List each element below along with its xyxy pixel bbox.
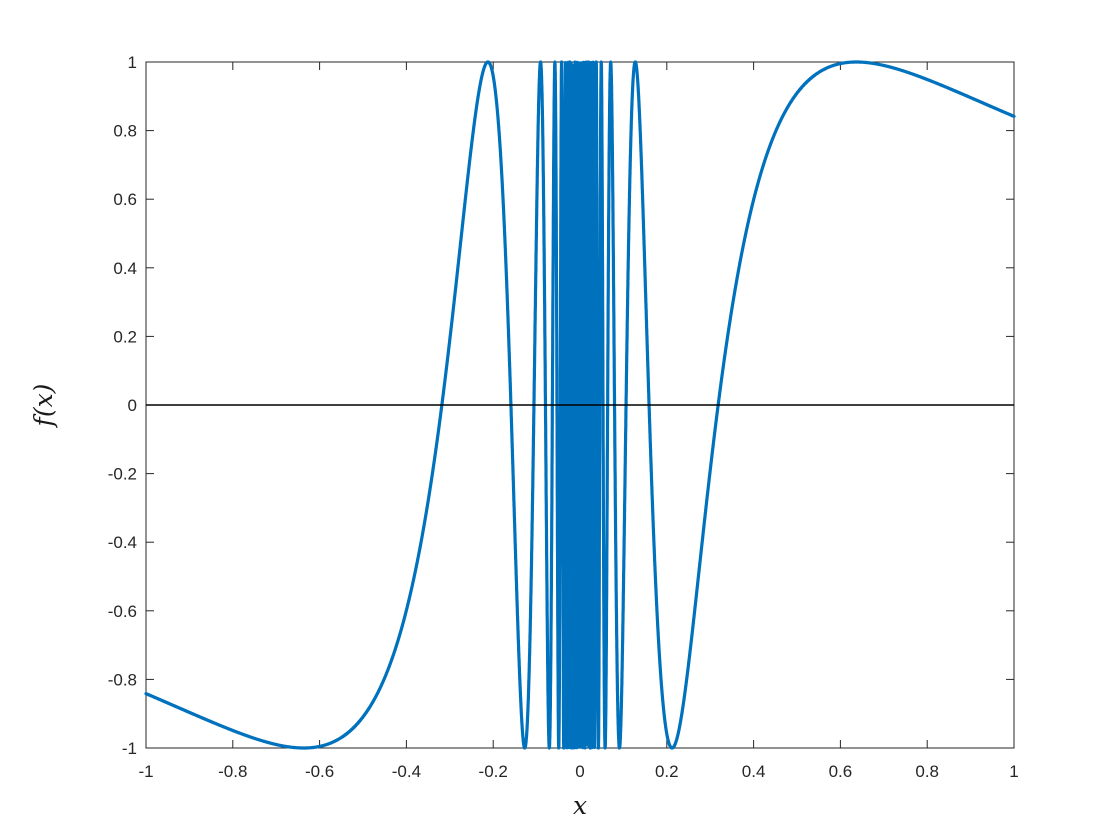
y-tick-label: 0.8: [113, 122, 137, 141]
x-tick-label: 0.6: [829, 762, 853, 781]
x-tick-label: 0.4: [742, 762, 766, 781]
function-curve: [144, 60, 1016, 750]
y-tick-label: -0.2: [108, 465, 137, 484]
x-axis-label: x: [572, 791, 588, 820]
y-tick-label: 0: [128, 396, 137, 415]
y-tick-label: 1: [128, 53, 137, 72]
y-tick-label: -0.4: [108, 533, 137, 552]
x-tick-label: 0.8: [915, 762, 939, 781]
x-tick-label: 0.2: [655, 762, 679, 781]
x-tick-label: -0.6: [305, 762, 334, 781]
x-tick-label: -0.2: [479, 762, 508, 781]
y-tick-label: 0.4: [113, 259, 137, 278]
y-tick-label: -0.6: [108, 602, 137, 621]
x-tick-label: -0.4: [392, 762, 421, 781]
x-tick-label: -1: [138, 762, 153, 781]
y-axis-label: f(x): [29, 383, 58, 427]
y-tick-label: 0.6: [113, 190, 137, 209]
x-tick-label: 1: [1009, 762, 1018, 781]
y-tick-label: -0.8: [108, 670, 137, 689]
y-tick-label: -1: [122, 739, 137, 758]
x-tick-label: 0: [575, 762, 584, 781]
y-tick-label: 0.2: [113, 327, 137, 346]
x-tick-label: -0.8: [218, 762, 247, 781]
